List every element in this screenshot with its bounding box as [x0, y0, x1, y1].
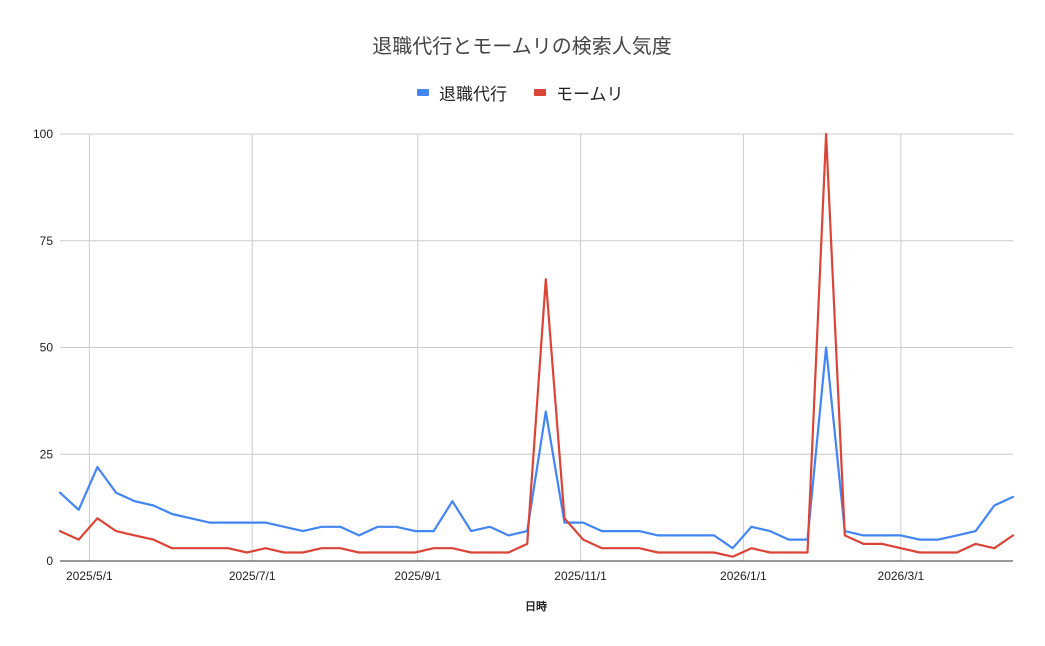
x-tick-label: 2026/1/1	[720, 569, 767, 583]
x-tick-label: 2025/11/1	[554, 569, 607, 583]
x-tick-label: 2026/3/1	[878, 569, 925, 583]
y-axis-ticks: 0 25 50 75 100	[33, 127, 53, 568]
y-tick-label: 25	[40, 447, 54, 461]
legend-swatch-series-1	[417, 89, 429, 96]
legend-label-series-2: モームリ	[556, 85, 624, 105]
series-lines	[58, 132, 1015, 562]
legend-label-series-1: 退職代行	[439, 85, 507, 105]
legend-swatch-series-2	[534, 89, 546, 96]
y-tick-label: 100	[33, 127, 53, 141]
y-tick-label: 75	[40, 234, 54, 248]
x-tick-label: 2025/5/1	[66, 569, 113, 583]
series-line-2	[58, 132, 1015, 558]
series-line-1	[58, 346, 1015, 550]
y-tick-label: 50	[40, 341, 54, 355]
x-axis-title: 日時	[525, 599, 547, 613]
x-tick-label: 2025/9/1	[394, 569, 441, 583]
x-tick-label: 2025/7/1	[229, 569, 276, 583]
chart-title: 退職代行とモームリの検索人気度	[372, 34, 671, 58]
y-tick-label: 0	[46, 554, 53, 568]
legend: 退職代行 モームリ	[417, 85, 624, 105]
grid	[60, 133, 1013, 561]
x-axis-ticks: 2025/5/1 2025/7/1 2025/9/1 2025/11/1 2026/1/…	[66, 569, 925, 583]
